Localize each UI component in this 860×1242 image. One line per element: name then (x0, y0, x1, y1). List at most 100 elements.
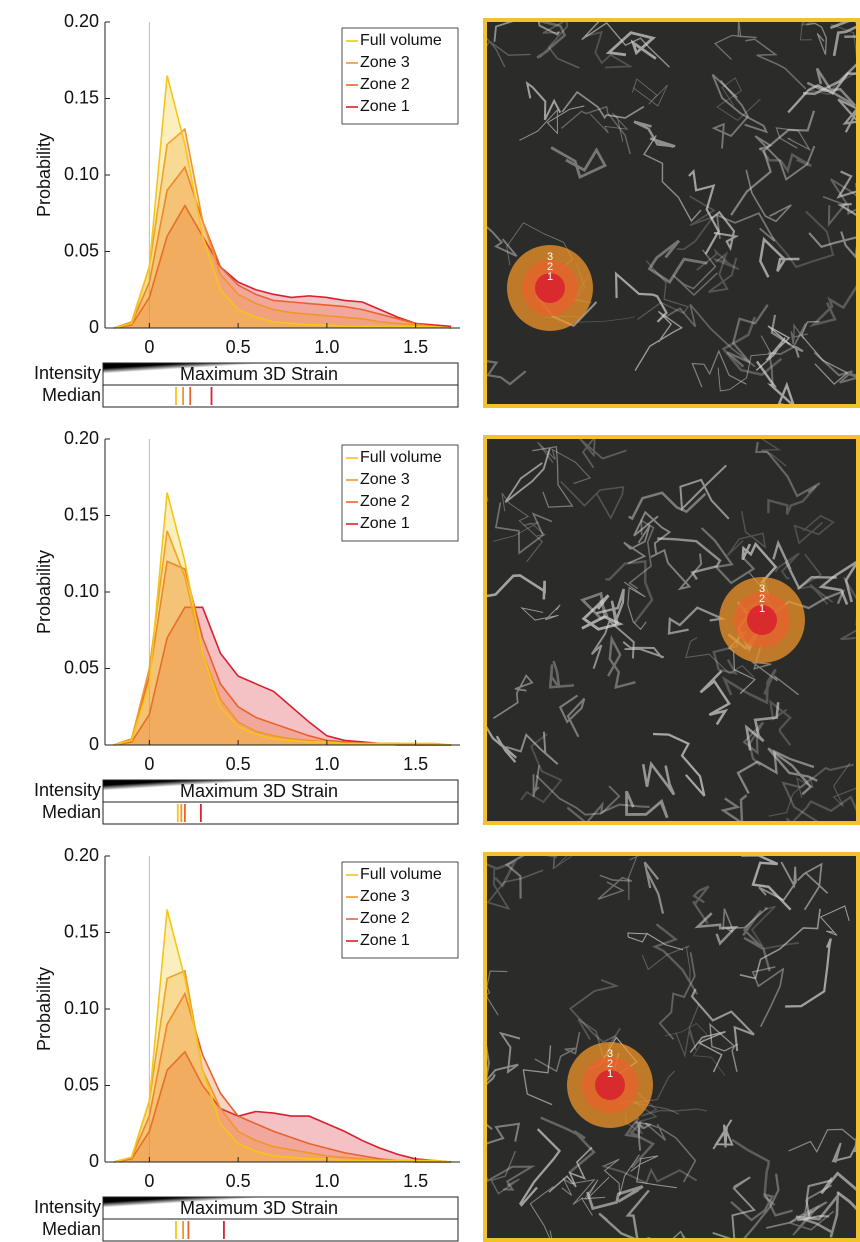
area (113, 970, 452, 1162)
vessel (788, 1128, 856, 1153)
area (113, 561, 452, 745)
vessel (721, 316, 783, 377)
vessel (672, 249, 718, 297)
area (113, 993, 452, 1162)
median-box (102, 801, 459, 825)
vessel (532, 445, 574, 508)
vessel (758, 236, 800, 278)
legend-label: Full volume (360, 449, 442, 466)
vessel (712, 1119, 734, 1150)
vessel (793, 514, 835, 545)
vessel (560, 481, 625, 520)
vessel (691, 349, 747, 388)
vessel (658, 952, 696, 1040)
legend: Full volume Zone 3 Zone 2 Zone 1 (341, 27, 459, 125)
vessel (675, 1003, 700, 1059)
median-box (102, 1218, 459, 1242)
legend-label: Zone 2 (360, 493, 410, 510)
vessel (519, 1128, 562, 1207)
legend-label: Full volume (360, 32, 442, 49)
image-bg (485, 20, 858, 406)
vessel (581, 1176, 610, 1216)
x-tick-label: 0.5 (226, 337, 251, 357)
y-tick-label: 0.15 (64, 921, 99, 941)
vessel (560, 105, 631, 155)
vessel (484, 970, 508, 1016)
vessel (548, 660, 574, 689)
legend-box (341, 27, 459, 125)
vessel (710, 210, 740, 252)
legend-label: Zone 3 (360, 471, 410, 488)
y-tick-label: 0.10 (64, 164, 99, 184)
vessel (484, 1165, 536, 1191)
vessel (689, 1031, 726, 1073)
vessel (657, 537, 722, 581)
area (113, 607, 452, 745)
vessel (694, 912, 739, 946)
x-tick-label: 1.5 (403, 1171, 428, 1191)
vessel (634, 310, 684, 371)
zone-label: 3 (759, 583, 765, 595)
vessel (492, 674, 534, 720)
line (113, 127, 452, 329)
vessel (771, 210, 835, 269)
vessel (641, 945, 691, 981)
vessel (534, 1032, 581, 1073)
legend-label: Zone 2 (360, 76, 410, 93)
vessel (739, 908, 821, 980)
vessel (558, 694, 586, 738)
line (113, 204, 452, 329)
vessel (632, 78, 668, 107)
legend-label: Zone 3 (360, 888, 410, 905)
vessel (772, 539, 837, 590)
intensity-label: Intensity (34, 780, 101, 800)
vessel (730, 1193, 793, 1222)
legend-box (341, 444, 459, 542)
vessel (730, 110, 816, 216)
vessel (818, 560, 860, 605)
zone-1 (595, 1070, 625, 1100)
vessel (790, 323, 808, 345)
zone-marker: 321 (507, 245, 593, 331)
median-label: Median (42, 802, 101, 822)
vessel (505, 731, 559, 765)
x-tick-label: 0.5 (226, 754, 251, 774)
vessel (535, 774, 621, 816)
vessel (795, 1191, 840, 1238)
legend-label: Zone 1 (360, 515, 410, 532)
vessel (664, 1022, 726, 1077)
vessel (490, 1150, 520, 1195)
vessel (742, 721, 765, 767)
y-axis-label: Probability (34, 550, 54, 634)
vessel (647, 239, 708, 284)
zone-label: 1 (607, 1068, 613, 1080)
legend: Full volume Zone 3 Zone 2 Zone 1 (341, 444, 459, 542)
intensity-label: Intensity (34, 1197, 101, 1217)
vessel (785, 938, 832, 1008)
vessel (624, 1116, 656, 1169)
vessel (765, 1184, 833, 1229)
panel: 0 0.05 0.10 0.15 0.20 0 0.5 1.0 1.5 Probability Fu… (34, 11, 860, 408)
vessel (679, 464, 730, 520)
vessel (788, 1205, 835, 1236)
vessel (548, 1146, 593, 1193)
area (113, 129, 452, 328)
zone-label: 3 (607, 1048, 613, 1060)
x-tick-label: 0 (144, 754, 154, 774)
vessel (579, 434, 627, 469)
vessel (636, 1091, 708, 1117)
colorbar-title: Maximum 3D Strain (180, 1198, 338, 1218)
vessel (614, 271, 668, 323)
panel: 0 0.05 0.10 0.15 0.20 0 0.5 1.0 1.5 Probability Fu… (34, 845, 860, 1242)
vessel (623, 581, 647, 631)
vessel (806, 22, 827, 55)
vessel (688, 169, 720, 255)
x-tick-label: 0 (144, 1171, 154, 1191)
vessel (628, 491, 707, 521)
vessel (770, 314, 804, 358)
y-tick-label: 0.10 (64, 581, 99, 601)
legend-label: Zone 1 (360, 98, 410, 115)
vessel (596, 588, 625, 627)
vessel (605, 560, 654, 624)
